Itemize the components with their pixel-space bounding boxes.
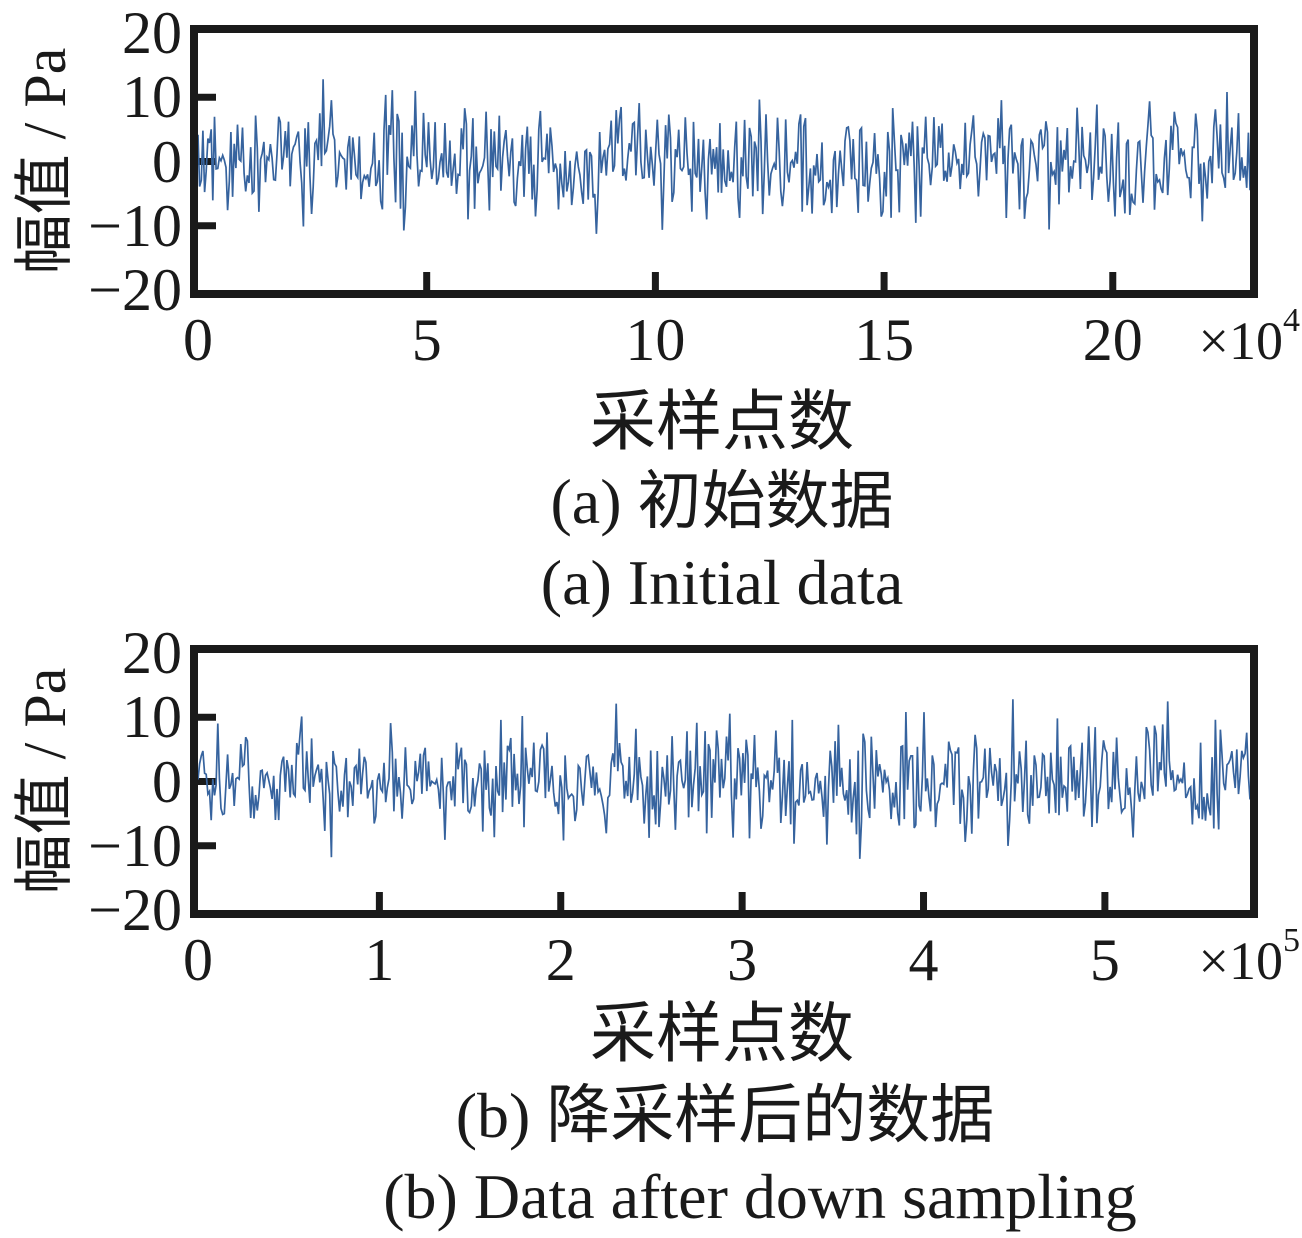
axis-tick-mark xyxy=(198,842,216,850)
y-tick-label: 20 xyxy=(122,0,182,66)
x-tick-label: 5 xyxy=(1089,927,1120,993)
x-tick-label: 4 xyxy=(908,927,939,993)
x-tick-label: 0 xyxy=(183,307,213,373)
y-tick-label: 10 xyxy=(122,684,182,751)
signal-trace xyxy=(198,79,1250,234)
waveform-a xyxy=(198,79,1250,290)
x-tick-label: 10 xyxy=(625,307,686,373)
y-tick-label: −20 xyxy=(88,877,182,943)
plot-area-a xyxy=(190,25,1258,298)
y-tick-label: 0 xyxy=(152,748,182,815)
waveform-b xyxy=(198,699,1250,910)
axis-tick-mark xyxy=(920,892,928,910)
signal-trace xyxy=(198,699,1250,859)
caption-zh-b: (b) 降采样后的数据 xyxy=(455,1080,995,1151)
axis-tick-mark xyxy=(198,222,216,230)
x-tick-label: 2 xyxy=(545,927,576,993)
axis-tick-mark xyxy=(1101,892,1109,910)
y-tick-label: 10 xyxy=(122,64,182,131)
axis-tick-mark xyxy=(198,93,216,101)
axis-tick-mark xyxy=(423,272,431,290)
x-exponent-base: ×10 xyxy=(1198,311,1283,371)
axis-tick-mark xyxy=(880,272,888,290)
x-exponent-power: 4 xyxy=(1283,302,1300,339)
caption-en-a: (a) Initial data xyxy=(540,547,904,618)
axis-tick-mark xyxy=(375,892,383,910)
x-tick-label: 1 xyxy=(364,927,395,993)
x-axis-label-b: 采样点数 xyxy=(590,998,854,1071)
axis-tick-mark xyxy=(557,892,565,910)
caption-en-b: (b) Data after down sampling xyxy=(383,1161,1137,1232)
x-tick-label: 0 xyxy=(183,927,213,993)
caption-zh-a: (a) 初始数据 xyxy=(550,466,894,537)
x-tick-label: 3 xyxy=(727,927,758,993)
plot-area-b xyxy=(190,645,1258,918)
x-exponent-label-b: ×105 xyxy=(1198,924,1300,991)
y-tick-label: 0 xyxy=(152,128,182,195)
axis-tick-mark xyxy=(738,892,746,910)
y-tick-label: −10 xyxy=(88,192,182,259)
x-exponent-label-a: ×104 xyxy=(1198,304,1300,371)
x-tick-label: 15 xyxy=(854,307,915,373)
y-tick-label: −20 xyxy=(88,257,182,323)
x-tick-label: 5 xyxy=(411,307,442,373)
axis-tick-mark xyxy=(1109,272,1117,290)
x-tick-label: 20 xyxy=(1082,307,1143,373)
axis-tick-mark xyxy=(651,272,659,290)
x-exponent-power: 5 xyxy=(1283,922,1300,959)
axis-tick-mark xyxy=(198,713,216,721)
x-exponent-base: ×10 xyxy=(1198,931,1283,991)
y-tick-label: 20 xyxy=(122,620,182,686)
x-axis-label-a: 采样点数 xyxy=(590,386,854,459)
y-tick-label: −10 xyxy=(88,812,182,879)
